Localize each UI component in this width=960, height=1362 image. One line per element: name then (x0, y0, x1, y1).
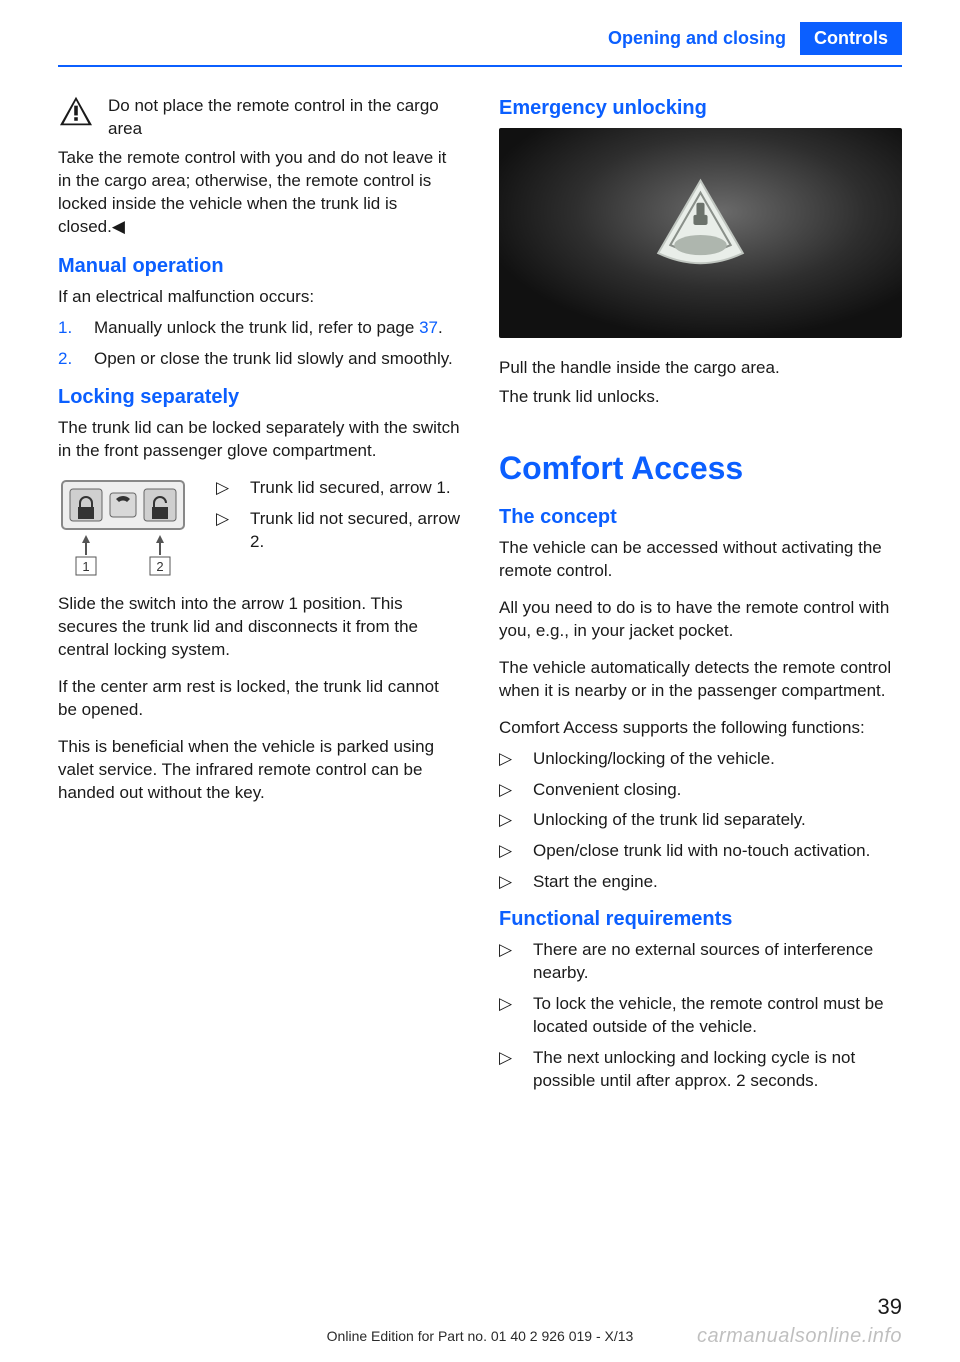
triangle-bullet-icon: ▷ (499, 840, 517, 863)
triangle-bullet-icon: ▷ (216, 477, 234, 500)
list-item: ▷ The next unlocking and locking cycle is… (499, 1047, 902, 1093)
list-item: 2. Open or close the trunk lid slowly an… (58, 348, 461, 371)
locking-p1: The trunk lid can be locked separately w… (58, 417, 461, 463)
functional-requirements-heading: Functional requirements (499, 906, 902, 933)
emergency-unlocking-heading: Emergency unlocking (499, 95, 902, 122)
concept-p4: Comfort Access supports the following fu… (499, 717, 902, 740)
concept-p3: The vehicle automatically detects the re… (499, 657, 902, 703)
emergency-handle-photo (499, 128, 902, 338)
header-chapter: Controls (800, 22, 902, 55)
list-item: ▷ Unlocking of the trunk lid separately. (499, 809, 902, 832)
list-item: ▷ There are no external sources of interf… (499, 939, 902, 985)
list-item: ▷ Trunk lid secured, arrow 1. (216, 477, 461, 500)
page-header: Opening and closing Controls (0, 0, 960, 55)
svg-text:2: 2 (156, 559, 163, 574)
header-section: Opening and closing (608, 28, 786, 49)
functional-requirements-list: ▷ There are no external sources of interf… (499, 939, 902, 1093)
concept-p1: The vehicle can be accessed without acti… (499, 537, 902, 583)
warning-paragraph: Take the remote control with you and do … (58, 147, 461, 239)
left-column: Do not place the remote control in the c… (58, 95, 461, 1105)
warning-title: Do not place the remote control in the c… (108, 95, 461, 141)
triangle-bullet-icon: ▷ (499, 779, 517, 802)
list-item: 1. Manually unlock the trunk lid, refer … (58, 317, 461, 340)
list-item: ▷ Unlocking/locking of the vehicle. (499, 748, 902, 771)
manual-operation-heading: Manual operation (58, 253, 461, 280)
list-item: ▷ To lock the vehicle, the remote control… (499, 993, 902, 1039)
list-text: Open or close the trunk lid slowly and s… (94, 348, 453, 371)
list-text: Unlocking of the trunk lid separately. (533, 809, 806, 832)
triangle-bullet-icon: ▷ (499, 939, 517, 985)
list-text: Manually unlock the trunk lid, refer to … (94, 317, 443, 340)
triangle-bullet-icon: ▷ (499, 809, 517, 832)
list-text: There are no external sources of interfe… (533, 939, 902, 985)
manual-steps-list: 1. Manually unlock the trunk lid, refer … (58, 317, 461, 371)
concept-p2: All you need to do is to have the remote… (499, 597, 902, 643)
content-columns: Do not place the remote control in the c… (0, 67, 960, 1105)
list-text: Start the engine. (533, 871, 658, 894)
concept-heading: The concept (499, 504, 902, 531)
locking-p2: Slide the switch into the arrow 1 positi… (58, 593, 461, 662)
comfort-access-heading: Comfort Access (499, 447, 902, 490)
svg-text:1: 1 (82, 559, 89, 574)
warning-triangle-icon (58, 95, 94, 127)
list-text: The next unlocking and locking cycle is … (533, 1047, 902, 1093)
list-item: ▷ Start the engine. (499, 871, 902, 894)
list-text: Unlocking/locking of the vehicle. (533, 748, 775, 771)
glove-switch-diagram: 1 2 (58, 477, 188, 577)
manual-intro: If an electrical malfunction occurs: (58, 286, 461, 309)
switch-items-list: ▷ Trunk lid secured, arrow 1. ▷ Trunk lid … (216, 477, 461, 577)
list-item: ▷ Trunk lid not secured, arrow 2. (216, 508, 461, 554)
triangle-bullet-icon: ▷ (499, 993, 517, 1039)
list-text: To lock the vehicle, the remote control … (533, 993, 902, 1039)
concept-functions-list: ▷ Unlocking/locking of the vehicle. ▷ Conv… (499, 748, 902, 895)
page-link[interactable]: 37 (419, 318, 438, 337)
warning-block: Do not place the remote control in the c… (58, 95, 461, 141)
list-item: ▷ Convenient closing. (499, 779, 902, 802)
triangle-bullet-icon: ▷ (216, 508, 234, 554)
emergency-p1: Pull the handle inside the cargo area. (499, 357, 902, 380)
page-number: 39 (878, 1294, 902, 1320)
switch-figure-row: 1 2 ▷ Trunk lid secured, arrow 1. ▷ Trunk … (58, 477, 461, 577)
triangle-bullet-icon: ▷ (499, 748, 517, 771)
list-text: Open/close trunk lid with no-touch activ… (533, 840, 870, 863)
triangle-bullet-icon: ▷ (499, 1047, 517, 1093)
list-text: Trunk lid not secured, arrow 2. (250, 508, 461, 554)
list-number: 1. (58, 317, 78, 340)
right-column: Emergency unlocking Pull the handle insi… (499, 95, 902, 1105)
locking-p4: This is beneficial when the vehicle is p… (58, 736, 461, 805)
list-text: Convenient closing. (533, 779, 681, 802)
locking-p3: If the center arm rest is locked, the tr… (58, 676, 461, 722)
list-item: ▷ Open/close trunk lid with no-touch acti… (499, 840, 902, 863)
list-number: 2. (58, 348, 78, 371)
locking-separately-heading: Locking separately (58, 384, 461, 411)
watermark-text: carmanualsonline.info (697, 1325, 902, 1348)
emergency-p2: The trunk lid unlocks. (499, 386, 902, 409)
triangle-bullet-icon: ▷ (499, 871, 517, 894)
list-text: Trunk lid secured, arrow 1. (250, 477, 451, 500)
